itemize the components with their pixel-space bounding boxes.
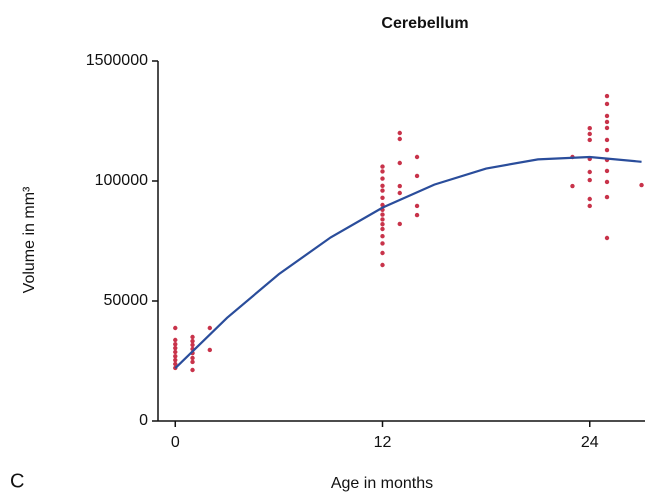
data-point	[190, 355, 195, 361]
data-point	[397, 221, 402, 227]
data-point	[173, 337, 178, 343]
data-point	[380, 222, 385, 227]
data-point	[190, 342, 195, 348]
data-point	[173, 342, 178, 347]
data-point	[604, 93, 610, 99]
x-tick-label: 0	[171, 434, 180, 451]
data-point	[380, 212, 385, 217]
x-tick-label: 12	[374, 434, 392, 451]
data-point	[173, 354, 178, 359]
data-point	[190, 359, 195, 365]
data-point	[604, 101, 610, 107]
data-point	[397, 183, 402, 189]
data-point	[173, 357, 178, 363]
data-point	[604, 125, 610, 131]
data-point	[173, 361, 178, 367]
data-point	[604, 119, 610, 125]
data-point	[587, 126, 592, 131]
data-point	[173, 349, 178, 355]
data-point	[380, 217, 385, 222]
data-point	[604, 194, 610, 200]
chart-title: Cerebellum	[381, 15, 468, 32]
y-tick-label: 0	[139, 412, 148, 429]
data-point	[604, 137, 610, 143]
data-point	[380, 188, 385, 193]
data-point	[397, 136, 402, 142]
data-point	[380, 226, 385, 232]
y-tick-label: 100000	[95, 172, 148, 189]
data-point	[639, 182, 644, 188]
data-point	[604, 235, 610, 241]
y-tick-label: 1500000	[86, 52, 148, 69]
x-tick-label: 24	[581, 434, 599, 451]
fit-curve	[174, 155, 642, 369]
data-point	[397, 190, 402, 196]
data-point	[414, 154, 420, 160]
data-point	[380, 169, 385, 174]
data-point	[604, 113, 610, 119]
data-point	[414, 173, 420, 179]
data-point	[380, 262, 385, 268]
data-point	[207, 325, 213, 331]
data-point	[173, 345, 178, 351]
data-point	[380, 195, 385, 200]
data-point	[587, 131, 592, 137]
data-point	[380, 183, 385, 188]
data-point	[397, 130, 402, 136]
data-point	[380, 241, 385, 246]
data-point	[604, 168, 610, 174]
panel-label: C	[10, 470, 24, 492]
y-axis-label: Volume in mm³	[21, 186, 38, 293]
data-point	[604, 179, 610, 185]
data-point	[587, 177, 592, 183]
data-point	[190, 338, 195, 344]
x-axis-label: Age in months	[331, 475, 433, 492]
data-point	[190, 367, 195, 373]
data-point	[587, 169, 592, 175]
data-point	[587, 203, 592, 209]
data-point	[587, 196, 592, 202]
y-tick-label: 50000	[104, 292, 149, 309]
data-point	[380, 234, 385, 239]
data-point	[414, 203, 420, 209]
data-point	[397, 160, 402, 166]
data-point	[570, 183, 575, 189]
data-point	[414, 212, 420, 218]
data-point	[380, 250, 385, 256]
data-point	[173, 325, 178, 331]
data-point	[207, 347, 213, 353]
data-point	[604, 147, 610, 153]
data-point	[587, 137, 592, 143]
data-point	[380, 176, 385, 181]
data-point	[190, 334, 195, 340]
data-point	[380, 164, 385, 169]
